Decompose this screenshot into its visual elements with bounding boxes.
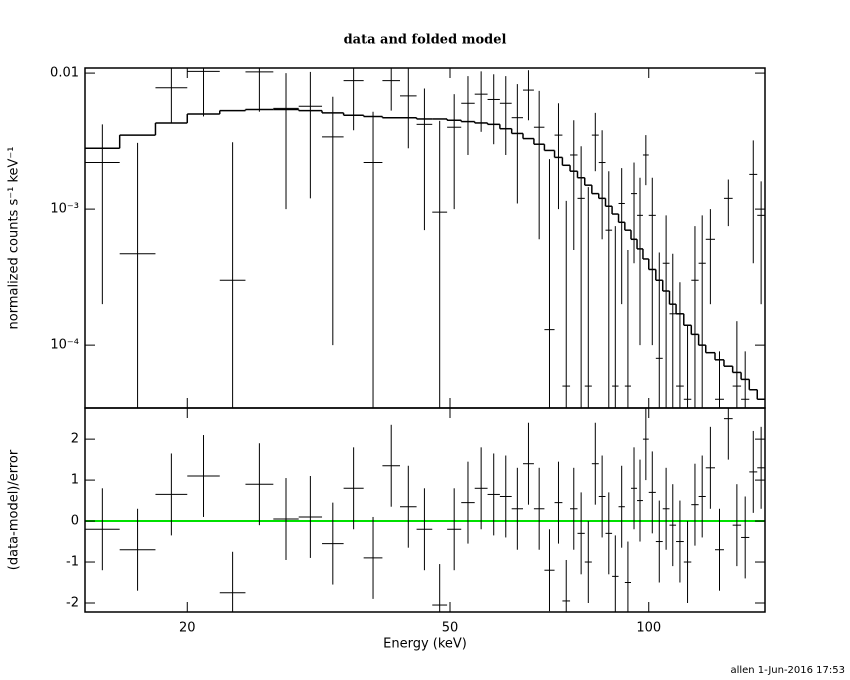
y-axis-label: (data-model)/error [7,449,22,570]
panel [85,408,765,612]
y-tick-label: 0.01 [50,66,79,81]
y-axis-label: normalized counts s⁻¹ keV⁻¹ [7,147,22,330]
x-tick-label: 20 [179,621,196,636]
y-tick-label: -1 [66,555,79,570]
chart-title: data and folded model [344,33,507,48]
x-tick-label: 100 [636,621,661,636]
footer: allen 1-Jun-2016 17:53 [730,665,845,676]
y-tick-label: 0 [71,514,79,529]
y-tick-label: 10⁻³ [50,202,79,217]
x-axis-label: Energy (keV) [383,637,467,652]
y-tick-label: 1 [71,473,79,488]
panel [85,68,765,408]
y-tick-label: -2 [66,595,79,610]
x-tick-label: 50 [442,621,459,636]
panel-frame [84,407,766,613]
y-tick-label: 10⁻⁴ [50,338,79,353]
y-tick-label: 2 [71,432,79,447]
